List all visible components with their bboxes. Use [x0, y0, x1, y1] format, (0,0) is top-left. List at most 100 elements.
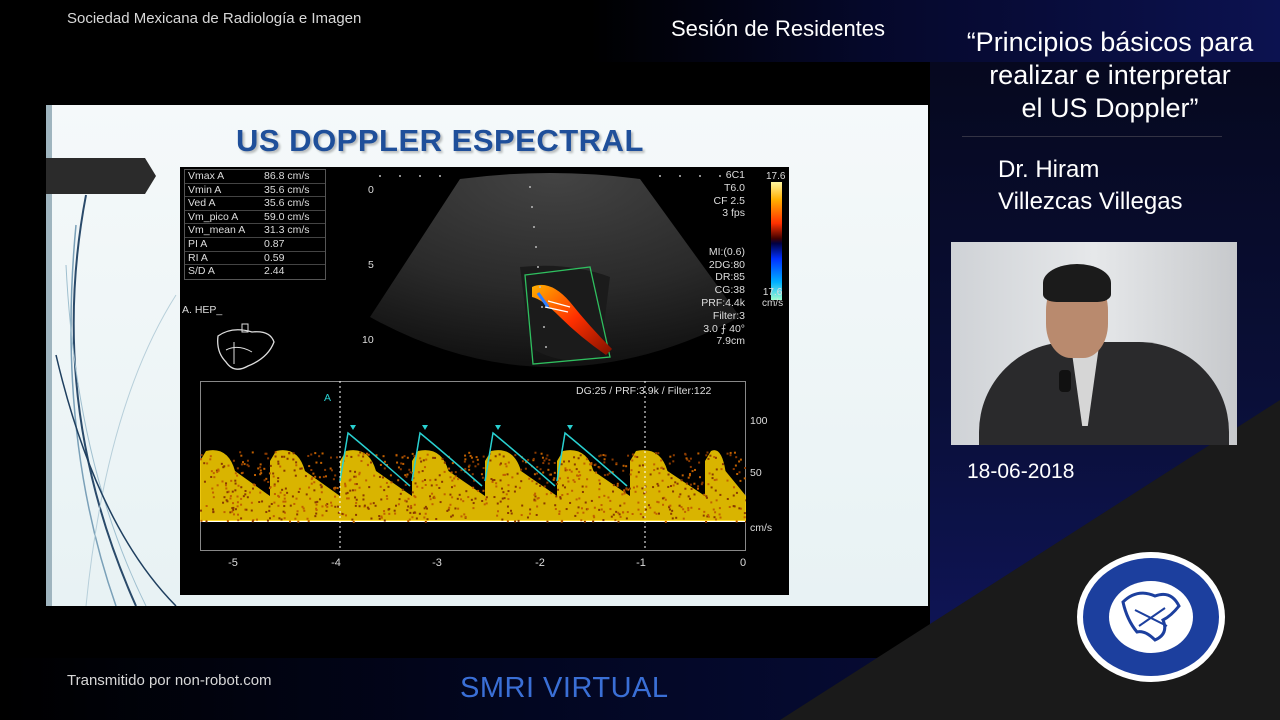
- spectral-speckle: [682, 508, 684, 510]
- spectral-speckle: [453, 477, 455, 479]
- spectral-speckle: [681, 479, 683, 481]
- spectral-speckle: [225, 482, 227, 484]
- spectral-speckle: [601, 504, 603, 506]
- spectral-speckle: [275, 451, 277, 453]
- param: CF 2.5: [701, 195, 745, 208]
- color-scale-top: 17.6: [766, 171, 785, 182]
- measurement-row: Vmin A 35.6 cm/s: [185, 184, 325, 198]
- spectral-speckle: [281, 489, 283, 491]
- spectral-speckle: [212, 508, 214, 510]
- spectral-speckle: [424, 479, 426, 481]
- spectral-speckle: [713, 509, 715, 511]
- spectral-speckle: [213, 476, 215, 478]
- spectral-speckle: [225, 487, 227, 489]
- spectral-speckle: [531, 480, 533, 482]
- spectral-speckle: [483, 456, 485, 458]
- spectral-speckle: [548, 459, 550, 461]
- spectral-speckle: [602, 519, 604, 521]
- spectral-speckle: [354, 496, 356, 498]
- spectral-speckle: [390, 474, 392, 476]
- spectral-speckle: [679, 505, 681, 507]
- spectral-speckle: [481, 473, 483, 475]
- spectral-speckle: [365, 479, 367, 481]
- measurement-label: Vm_pico A: [188, 211, 238, 224]
- spectral-speckle: [308, 520, 310, 522]
- spectral-speckle: [314, 476, 316, 478]
- spectral-speckle: [546, 493, 548, 495]
- spectral-speckle: [703, 515, 705, 517]
- spectral-speckle: [713, 516, 715, 518]
- spectral-speckle: [546, 521, 548, 523]
- spectral-speckle: [444, 471, 446, 473]
- spectral-speckle: [213, 472, 215, 474]
- spectral-speckle: [507, 520, 509, 522]
- spectral-speckle: [351, 519, 353, 521]
- spectral-speckle: [573, 456, 575, 458]
- spectral-speckle: [404, 474, 406, 476]
- spectral-speckle: [719, 513, 721, 515]
- spectral-speckle: [519, 487, 521, 489]
- session-title: Sesión de Residentes: [671, 16, 885, 42]
- spectral-speckle: [273, 476, 275, 478]
- spectral-speckle: [211, 470, 213, 472]
- spectral-speckle: [415, 482, 417, 484]
- spectral-speckle: [592, 520, 594, 522]
- spectral-speckle: [474, 465, 476, 467]
- spectral-speckle: [295, 464, 297, 466]
- spectral-speckle: [511, 512, 513, 514]
- spectral-speckle: [386, 482, 388, 484]
- spectral-speckle: [373, 475, 375, 477]
- param: 7.9cm: [701, 335, 745, 348]
- spectral-speckle: [521, 514, 523, 516]
- spectral-speckle: [715, 490, 717, 492]
- color-scale-unit: cm/s: [762, 298, 783, 309]
- spectral-speckle: [396, 462, 398, 464]
- spectral-speckle: [334, 496, 336, 498]
- microphone: [1059, 370, 1071, 392]
- spectral-speckle: [609, 508, 611, 510]
- spectral-speckle: [586, 458, 588, 460]
- spectral-speckle: [408, 498, 410, 500]
- spectral-speckle: [603, 511, 605, 513]
- spectral-speckle: [595, 464, 597, 466]
- spectral-speckle: [528, 478, 530, 480]
- spectral-speckle: [683, 518, 685, 520]
- spectral-speckle: [261, 500, 263, 502]
- spectral-speckle: [464, 455, 466, 457]
- spectral-speckle: [344, 484, 346, 486]
- spectral-speckle: [601, 508, 603, 510]
- spectral-speckle: [290, 505, 292, 507]
- spectral-speckle: [545, 458, 547, 460]
- spectral-speckle: [559, 510, 561, 512]
- spectral-speckle: [311, 483, 313, 485]
- spectral-speckle: [707, 514, 709, 516]
- spectral-speckle: [260, 472, 262, 474]
- spectral-speckle: [477, 463, 479, 465]
- spectral-speckle: [564, 467, 566, 469]
- spectral-speckle: [546, 454, 548, 456]
- spectral-speckle: [321, 491, 323, 493]
- spectral-speckle: [633, 487, 635, 489]
- spectral-speckle: [574, 481, 576, 483]
- spectral-speckle: [452, 514, 454, 516]
- spectral-speckle: [334, 487, 336, 489]
- spectral-speckle: [387, 486, 389, 488]
- spectral-speckle: [738, 460, 740, 462]
- spectral-speckle: [654, 512, 656, 514]
- spectral-speckle: [212, 492, 214, 494]
- spectral-speckle: [386, 498, 388, 500]
- spectral-speckle: [727, 498, 729, 500]
- spectral-speckle: [534, 494, 536, 496]
- spectral-speckle: [506, 465, 508, 467]
- spectral-speckle: [739, 471, 741, 473]
- talk-title-line: el US Doppler”: [940, 92, 1280, 125]
- slide-title: US DOPPLER ESPECTRAL: [236, 123, 644, 159]
- spectral-speckle: [388, 513, 390, 515]
- measurement-label: S/D A: [188, 265, 215, 279]
- y-unit: cm/s: [750, 522, 772, 534]
- spectral-speckle: [244, 493, 246, 495]
- spectral-speckle: [227, 520, 229, 522]
- spectral-speckle: [280, 492, 282, 494]
- spectral-speckle: [267, 457, 269, 459]
- spectral-speckle: [631, 459, 633, 461]
